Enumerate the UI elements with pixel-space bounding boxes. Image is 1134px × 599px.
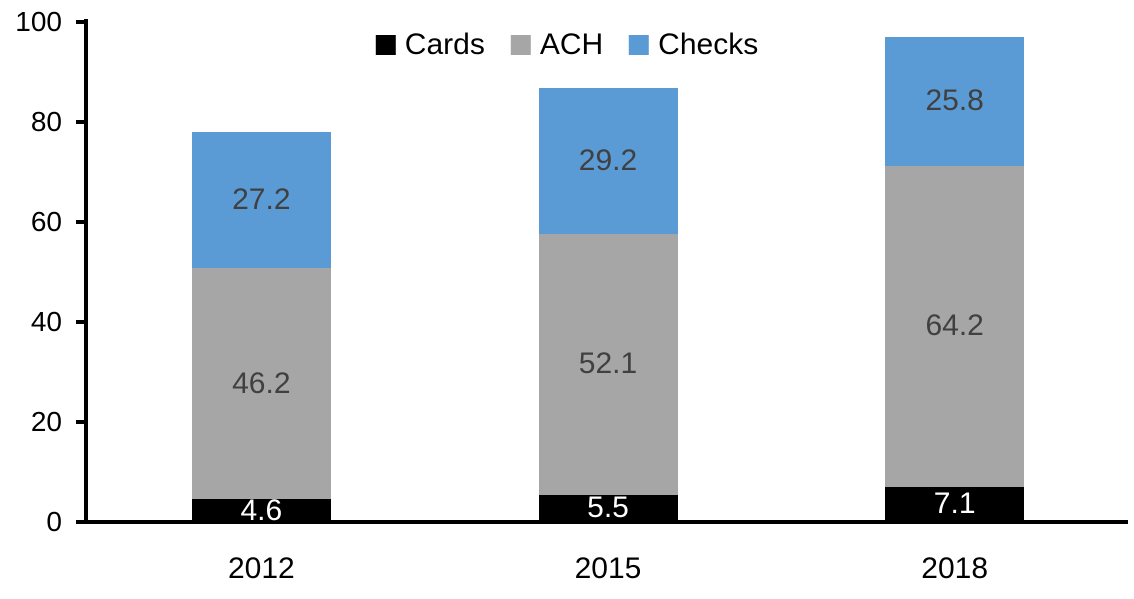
y-axis-line	[84, 19, 88, 524]
legend-item-checks: Checks	[629, 30, 758, 60]
legend-label: Checks	[658, 28, 759, 61]
value-label-checks-2012: 27.2	[232, 183, 291, 216]
legend-item-cards: Cards	[375, 28, 485, 61]
y-axis-tick	[76, 320, 88, 324]
x-axis-label-2012: 2012	[227, 552, 295, 585]
legend-swatch-icon	[629, 35, 650, 55]
bar-segment-cards-2018: 7.1	[885, 486, 1025, 522]
y-axis-tick-label: 40	[30, 306, 62, 337]
value-label-ach-2015: 52.1	[578, 347, 638, 381]
legend: Cards ACH Checks	[375, 28, 758, 61]
value-label-checks-2018: 25.8	[925, 84, 984, 117]
y-axis-tick-label: 0	[46, 506, 62, 537]
y-axis-tick-label: 20	[30, 406, 62, 437]
x-axis-line	[84, 520, 1128, 524]
legend-item-ach: ACH	[510, 28, 604, 61]
bar-segment-ach-2018: 64.2	[885, 165, 1025, 487]
value-label-cards-2015: 5.5	[587, 491, 629, 525]
bar-stack-2015: 5.5 52.1 29.2	[538, 88, 678, 525]
value-label-ach-2012: 46.2	[232, 366, 291, 400]
bar-stack-2018: 7.1 64.2 25.8	[885, 36, 1025, 522]
x-axis-label-2018: 2018	[921, 552, 989, 585]
y-axis-tick	[76, 520, 88, 524]
value-label-cards-2012: 4.6	[240, 493, 283, 527]
value-label-ach-2018: 64.2	[925, 309, 984, 342]
legend-label: Cards	[404, 28, 485, 61]
legend-label: ACH	[539, 28, 604, 61]
value-label-checks-2015: 29.2	[578, 144, 638, 177]
bar-segment-checks-2015: 29.2	[538, 88, 678, 234]
x-axis-label-2015: 2015	[574, 552, 642, 585]
y-axis-tick-label: 80	[30, 106, 62, 137]
legend-swatch-icon	[375, 35, 396, 55]
legend-swatch-icon	[510, 35, 531, 55]
y-axis-tick	[76, 120, 88, 124]
y-axis-tick-label: 60	[30, 206, 62, 237]
bar-segment-cards-2015: 5.5	[538, 491, 678, 525]
value-label-cards-2018: 7.1	[933, 487, 976, 521]
bar-segment-ach-2015: 52.1	[538, 234, 678, 495]
bar-segment-checks-2018: 25.8	[885, 36, 1025, 166]
y-axis-tick	[76, 20, 88, 24]
bar-segment-checks-2012: 27.2	[191, 132, 331, 268]
y-axis-tick	[76, 220, 88, 224]
bar-segment-cards-2012: 4.6	[191, 495, 331, 525]
y-axis-tick	[76, 420, 88, 424]
bar-stack-2012: 4.6 46.2 27.2	[191, 132, 331, 525]
y-axis-tick-label: 100	[15, 6, 62, 37]
bar-segment-ach-2012: 46.2	[191, 268, 331, 499]
